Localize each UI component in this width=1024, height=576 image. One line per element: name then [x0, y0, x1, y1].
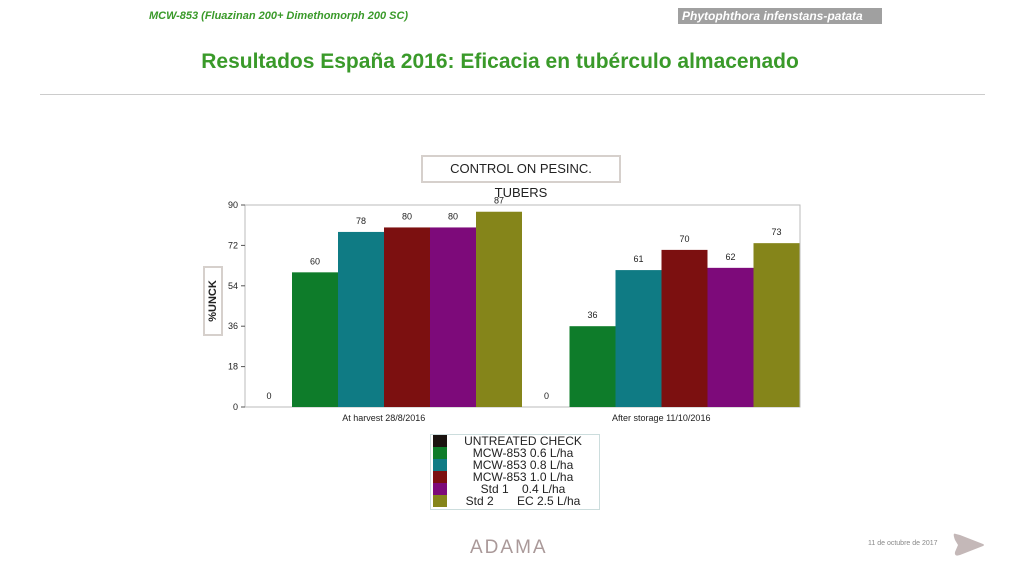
legend-label: UNTREATED CHECK: [464, 434, 582, 448]
divider: [40, 94, 985, 95]
bar: [707, 267, 754, 407]
y-tick-label: 90: [228, 200, 238, 210]
data-label: 80: [402, 211, 412, 221]
data-label: 0: [544, 391, 549, 401]
topic-header: Phytophthora infenstans-patata: [678, 8, 882, 24]
adama-logo: ADAMA: [470, 537, 548, 558]
legend-item: MCW-853 1.0 L/ha: [431, 471, 599, 483]
y-tick-label: 36: [228, 321, 238, 331]
data-label: 61: [633, 254, 643, 264]
legend-swatch: [433, 435, 447, 447]
legend-swatch: [433, 483, 447, 495]
y-tick-label: 54: [228, 281, 238, 291]
legend-swatch: [433, 447, 447, 459]
plot-frame: [244, 204, 801, 408]
data-label: 87: [494, 196, 504, 206]
data-label: 78: [356, 216, 366, 226]
slide-title: Resultados España 2016: Eficacia en tubé…: [201, 50, 799, 73]
legend-label: Std 1 0.4 L/ha: [480, 482, 566, 496]
legend-swatch: [433, 459, 447, 471]
legend-label: MCW-853 1.0 L/ha: [472, 470, 574, 484]
data-label: 36: [587, 310, 597, 320]
legend-item: Std 2 EC 2.5 L/ha: [431, 495, 599, 507]
legend-label: Std 2 EC 2.5 L/ha: [465, 494, 581, 508]
topic-italic: Phytophthora infenstans: [682, 9, 824, 23]
bar: [476, 211, 522, 407]
x-category-label: After storage 11/10/2016: [612, 413, 710, 423]
next-arrow-icon[interactable]: [952, 532, 986, 558]
bar: [338, 231, 384, 407]
data-label: 80: [448, 211, 458, 221]
topic-suffix: -patata: [823, 9, 863, 23]
data-label: 73: [771, 227, 781, 237]
slide-date: 11 de octubre de 2017: [868, 540, 938, 547]
y-tick-label: 0: [233, 402, 238, 412]
bar: [569, 326, 616, 407]
legend-label: MCW-853 0.6 L/ha: [472, 446, 574, 460]
bar: [753, 243, 800, 407]
legend-swatch: [433, 495, 447, 507]
legend-item: UNTREATED CHECK: [431, 435, 599, 447]
bar: [384, 227, 430, 407]
y-axis-label: %UNCK: [203, 266, 223, 336]
x-category-label: At harvest 28/8/2016: [342, 413, 425, 423]
data-label: 60: [310, 256, 320, 266]
bar: [292, 272, 338, 407]
legend-swatch: [433, 471, 447, 483]
legend-item: MCW-853 0.6 L/ha: [431, 447, 599, 459]
product-header: MCW-853 (Fluazinan 200+ Dimethomorph 200…: [149, 10, 409, 22]
y-tick-label: 18: [228, 362, 238, 372]
chart-title: CONTROL ON PESINC. TUBERS: [421, 155, 621, 200]
data-label: 62: [725, 252, 735, 262]
bar: [661, 249, 708, 407]
data-label: 70: [679, 234, 689, 244]
y-tick-label: 72: [228, 240, 238, 250]
chart-legend: UNTREATED CHECK MCW-853 0.6 L/ha MCW-853 0…: [430, 434, 600, 510]
legend-label: MCW-853 0.8 L/ha: [472, 458, 574, 472]
data-label: 0: [266, 391, 271, 401]
legend-item: Std 1 0.4 L/ha: [431, 483, 599, 495]
bar: [430, 227, 476, 407]
bar: [615, 270, 662, 407]
legend-item: MCW-853 0.8 L/ha: [431, 459, 599, 471]
